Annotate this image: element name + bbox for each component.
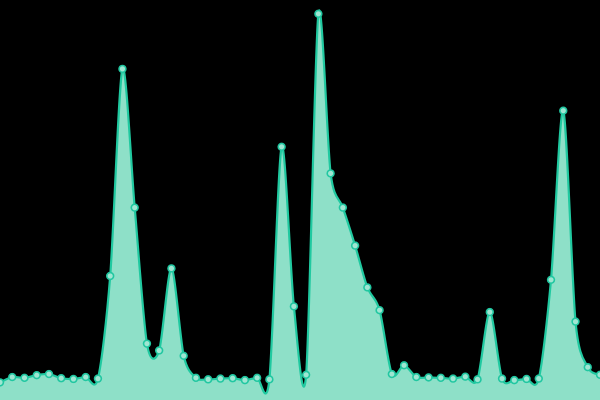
data-point-marker[interactable] (203, 375, 213, 384)
data-point-marker[interactable] (473, 375, 482, 384)
data-point-marker[interactable] (289, 302, 299, 311)
data-point-marker[interactable] (375, 306, 384, 315)
data-point-marker[interactable] (228, 374, 237, 383)
data-point-marker[interactable] (277, 142, 286, 152)
data-point-marker[interactable] (20, 373, 29, 383)
data-point-marker[interactable] (522, 374, 531, 384)
data-point-marker[interactable] (57, 374, 66, 383)
data-point-marker[interactable] (326, 169, 335, 178)
data-point-marker[interactable] (81, 372, 90, 382)
data-point-marker[interactable] (179, 351, 188, 360)
data-point-marker[interactable] (338, 203, 348, 212)
data-point-marker[interactable] (118, 64, 127, 74)
data-point-marker[interactable] (142, 339, 152, 348)
area-fill-path (0, 10, 600, 400)
data-point-marker[interactable] (265, 375, 274, 384)
data-point-marker[interactable] (485, 307, 494, 317)
data-point-marker[interactable] (363, 283, 372, 292)
data-point-marker[interactable] (387, 369, 397, 379)
data-point-marker[interactable] (424, 373, 433, 382)
data-point-marker[interactable] (240, 375, 250, 385)
data-point-marker[interactable] (216, 374, 225, 383)
data-point-marker[interactable] (461, 372, 470, 381)
data-point-marker[interactable] (44, 369, 54, 379)
data-point-marker[interactable] (314, 9, 323, 18)
data-point-marker[interactable] (350, 241, 360, 250)
data-point-marker[interactable] (546, 275, 556, 284)
data-point-marker[interactable] (448, 374, 458, 383)
data-point-marker[interactable] (105, 271, 115, 281)
data-point-marker[interactable] (301, 370, 311, 379)
data-point-marker[interactable] (399, 361, 409, 370)
data-point-marker[interactable] (436, 373, 446, 383)
data-point-marker[interactable] (559, 106, 568, 115)
data-point-marker[interactable] (130, 203, 139, 212)
data-point-marker[interactable] (69, 374, 78, 384)
data-point-marker[interactable] (0, 378, 5, 387)
data-point-markers[interactable] (0, 9, 600, 387)
data-point-marker[interactable] (497, 374, 507, 383)
data-point-marker[interactable] (412, 372, 421, 382)
data-point-marker[interactable] (583, 363, 592, 372)
data-point-marker[interactable] (154, 346, 164, 355)
data-point-marker[interactable] (595, 370, 600, 379)
data-point-marker[interactable] (8, 372, 17, 382)
data-point-marker[interactable] (510, 375, 519, 385)
data-point-marker[interactable] (32, 370, 41, 380)
data-point-marker[interactable] (252, 373, 262, 383)
data-point-marker[interactable] (93, 374, 103, 383)
data-point-marker[interactable] (191, 373, 201, 383)
data-point-marker[interactable] (534, 374, 543, 383)
data-point-marker[interactable] (571, 317, 580, 326)
data-point-marker[interactable] (167, 264, 176, 273)
